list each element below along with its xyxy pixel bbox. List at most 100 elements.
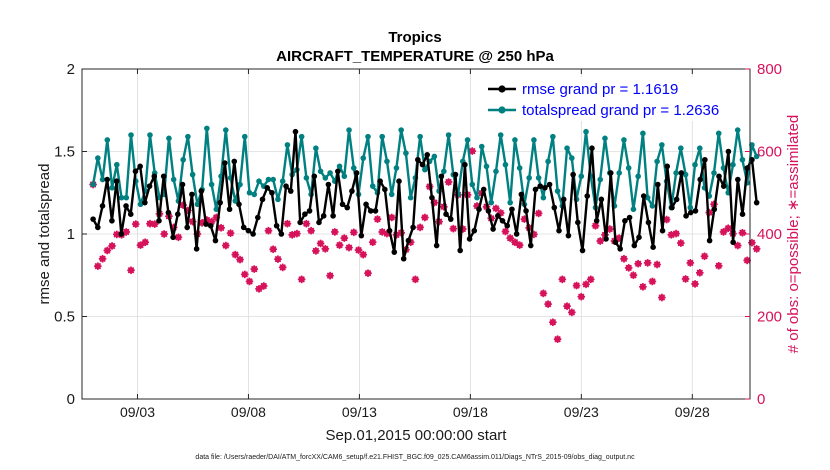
obs-possible-point [246, 278, 253, 285]
rmse-point [617, 246, 623, 252]
spread-point [483, 163, 490, 170]
rmse-point [438, 173, 445, 180]
obs-possible-point [137, 242, 144, 249]
y-axis-label-right: # of obs: o=possible; ∗=assimilated [785, 115, 802, 354]
series-layer [89, 125, 761, 343]
obs-possible-point [554, 336, 561, 343]
rmse-point [104, 176, 111, 183]
rmse-point [490, 226, 496, 232]
obs-possible-point [701, 253, 708, 260]
rmse-point [123, 203, 129, 209]
obs-possible-point [317, 240, 324, 247]
y-tick-label-left: 0 [67, 391, 75, 408]
rmse-point [302, 211, 308, 217]
rmse-point [311, 173, 318, 180]
y-tick-label-right: 600 [757, 144, 782, 161]
obs-possible-point [748, 239, 756, 246]
x-tick-label: 09/28 [675, 404, 710, 420]
spread-point [223, 127, 229, 133]
obs-possible-point [298, 276, 305, 283]
spread-point [166, 135, 172, 142]
x-tick-label: 09/08 [231, 404, 266, 420]
spread-point [640, 130, 646, 137]
spread-point [578, 173, 585, 180]
spread-point [469, 181, 476, 188]
rmse-point [189, 191, 195, 198]
rmse-point [565, 232, 572, 239]
spread-point [464, 137, 471, 143]
obs-possible-point [260, 282, 267, 290]
rmse-point [725, 148, 732, 155]
rmse-point [273, 222, 280, 229]
rmse-point [598, 196, 605, 203]
rmse-point [603, 236, 609, 242]
spread-point [625, 165, 632, 171]
rmse-point [655, 181, 661, 188]
spread-point [550, 133, 556, 140]
legend-spread-marker [498, 106, 506, 114]
spread-point [365, 133, 371, 140]
spread-point [393, 165, 400, 171]
spread-point [659, 142, 665, 148]
y-axis-label-left: rmse and totalspread [36, 164, 53, 305]
rmse-point [495, 213, 501, 219]
spread-point [554, 188, 561, 194]
obs-possible-point [739, 229, 746, 236]
spread-point [298, 133, 305, 140]
obs-possible-point [374, 216, 381, 223]
spread-point [237, 181, 243, 188]
obs-possible-point [345, 244, 353, 251]
obs-possible-point [507, 235, 514, 242]
rmse-point [612, 239, 619, 246]
spread-point [682, 171, 689, 178]
spread-point [185, 133, 191, 140]
spread-point [516, 165, 523, 171]
rmse-point [640, 193, 647, 199]
spread-point [251, 191, 258, 198]
obs-possible-point [421, 214, 428, 221]
rmse-point [198, 188, 205, 194]
rmse-point [415, 156, 421, 163]
rmse-point [142, 199, 148, 206]
rmse-point [118, 231, 125, 237]
obs-possible-point [255, 285, 263, 292]
spread-point [384, 158, 390, 165]
obs-possible-point [691, 280, 699, 288]
obs-possible-point [322, 245, 329, 252]
rmse-point [607, 170, 614, 176]
obs-possible-point [412, 276, 419, 283]
spread-point [388, 191, 395, 198]
rmse-point [720, 183, 727, 189]
rmse-point [697, 176, 703, 183]
rmse-point [283, 183, 289, 189]
spread-point [678, 145, 684, 151]
spread-point [739, 156, 746, 163]
obs-possible-point [502, 228, 509, 235]
obs-possible-point [578, 293, 585, 300]
x-tick-label: 09/18 [453, 404, 488, 420]
obs-possible-point [336, 242, 343, 249]
obs-possible-point [734, 242, 741, 249]
spread-point [602, 135, 608, 142]
rmse-point [702, 156, 708, 163]
obs-possible-point [492, 205, 500, 212]
spread-point [241, 133, 248, 140]
spread-point [303, 175, 310, 181]
obs-possible-point [635, 260, 642, 267]
rmse-point [372, 208, 379, 214]
obs-possible-point [725, 225, 732, 232]
obs-possible-point [94, 263, 101, 270]
spread-point [99, 176, 106, 183]
obs-possible-point [445, 178, 452, 186]
obs-possible-point [217, 224, 225, 231]
obs-possible-point [326, 272, 334, 279]
rmse-point [391, 249, 398, 255]
obs-possible-point [308, 227, 315, 234]
rmse-point [579, 247, 586, 254]
spread-point [531, 137, 537, 143]
rmse-point [344, 204, 351, 211]
spread-point [275, 196, 281, 203]
obs-possible-point [227, 230, 234, 237]
rmse-point [99, 203, 106, 209]
spread-point [488, 199, 495, 206]
